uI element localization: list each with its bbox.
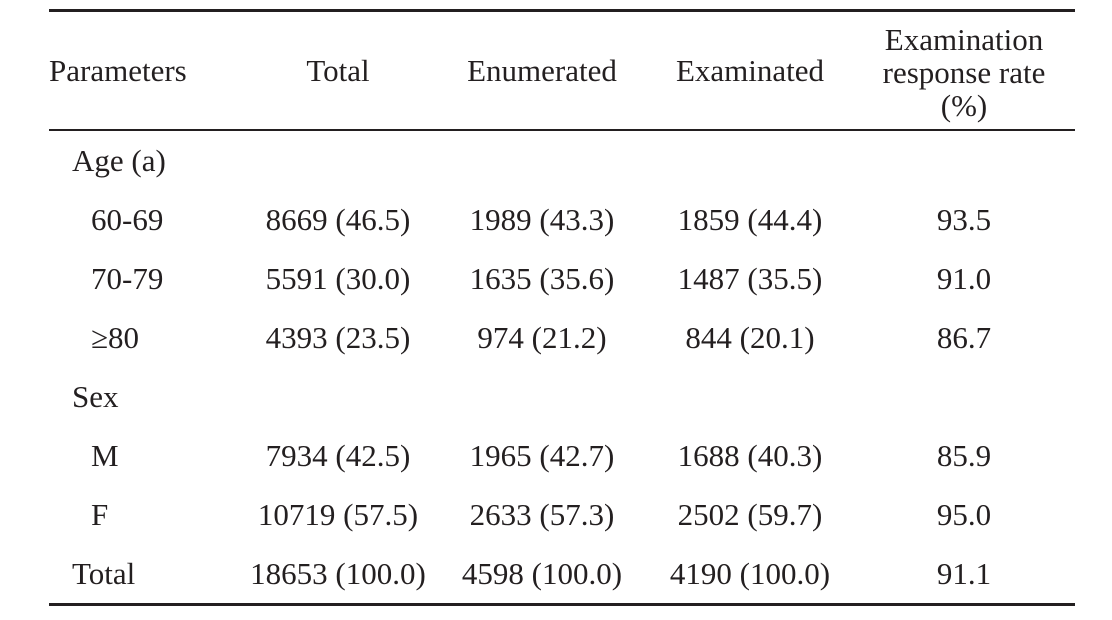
table-header: Parameters Total Enumerated Examinated E… — [49, 9, 1075, 131]
cell-enumerated: 1635 (35.6) — [469, 261, 615, 296]
total-row: Total 18653 (100.0) 4598 (100.0) 4190 (1… — [49, 544, 1075, 606]
cell-total: 7934 (42.5) — [265, 438, 411, 473]
cell-total: 18653 (100.0) — [239, 544, 437, 606]
header-response-rate: Examination response rate (%) — [853, 9, 1075, 131]
cell-examinated: 4190 (100.0) — [647, 544, 853, 606]
group-row-age: Age (a) — [49, 130, 1075, 190]
row-label: F — [91, 497, 109, 532]
cell-enumerated: 4598 (100.0) — [437, 544, 647, 606]
cell-examinated: 844 (20.1) — [685, 320, 815, 355]
cell-rate: 91.1 — [853, 544, 1075, 606]
header-rate-line-2: response rate — [882, 55, 1046, 91]
header-enumerated: Enumerated — [437, 9, 647, 131]
examination-response-table: Parameters Total Enumerated Examinated E… — [49, 9, 1075, 606]
header-rate-line-1: Examination — [884, 22, 1044, 58]
group-label-age: Age (a) — [72, 143, 166, 178]
cell-enumerated: 2633 (57.3) — [469, 497, 615, 532]
header-total: Total — [239, 9, 437, 131]
cell-enumerated: 974 (21.2) — [477, 320, 607, 355]
header-row: Parameters Total Enumerated Examinated E… — [49, 9, 1075, 131]
cell-examinated: 2502 (59.7) — [677, 497, 823, 532]
header-parameters: Parameters — [49, 9, 239, 131]
header-examinated: Examinated — [647, 9, 853, 131]
data-table-container: Parameters Total Enumerated Examinated E… — [49, 9, 1075, 606]
table-row: F 10719 (57.5) 2633 (57.3) 2502 (59.7) 9… — [49, 485, 1075, 544]
cell-examinated: 1688 (40.3) — [677, 438, 823, 473]
cell-rate: 91.0 — [936, 261, 992, 296]
total-row-label: Total — [49, 544, 239, 606]
header-response-rate-lines: Examination response rate (%) — [883, 18, 1046, 123]
cell-rate: 95.0 — [936, 497, 992, 532]
cell-enumerated: 1965 (42.7) — [469, 438, 615, 473]
cell-total: 5591 (30.0) — [265, 261, 411, 296]
table-row: M 7934 (42.5) 1965 (42.7) 1688 (40.3) 85… — [49, 426, 1075, 485]
row-label: ≥80 — [91, 320, 140, 355]
cell-total: 10719 (57.5) — [257, 497, 419, 532]
cell-rate: 93.5 — [936, 202, 992, 237]
row-label: 70-79 — [91, 261, 164, 296]
row-label: M — [91, 438, 119, 473]
table-body: Age (a) 60-69 8669 (46.5) 1989 (43.3) 18… — [49, 130, 1075, 606]
group-row-sex: Sex — [49, 367, 1075, 426]
table-row: 70-79 5591 (30.0) 1635 (35.6) 1487 (35.5… — [49, 249, 1075, 308]
cell-total: 4393 (23.5) — [265, 320, 411, 355]
row-label: 60-69 — [91, 202, 164, 237]
table-row: 60-69 8669 (46.5) 1989 (43.3) 1859 (44.4… — [49, 190, 1075, 249]
cell-rate: 85.9 — [936, 438, 992, 473]
cell-examinated: 1859 (44.4) — [677, 202, 823, 237]
cell-enumerated: 1989 (43.3) — [469, 202, 615, 237]
cell-total: 8669 (46.5) — [265, 202, 411, 237]
cell-rate: 86.7 — [936, 320, 992, 355]
group-label-sex: Sex — [72, 379, 119, 414]
table-row: ≥80 4393 (23.5) 974 (21.2) 844 (20.1) 86… — [49, 308, 1075, 367]
header-rate-line-3: (%) — [940, 87, 988, 123]
cell-examinated: 1487 (35.5) — [677, 261, 823, 296]
